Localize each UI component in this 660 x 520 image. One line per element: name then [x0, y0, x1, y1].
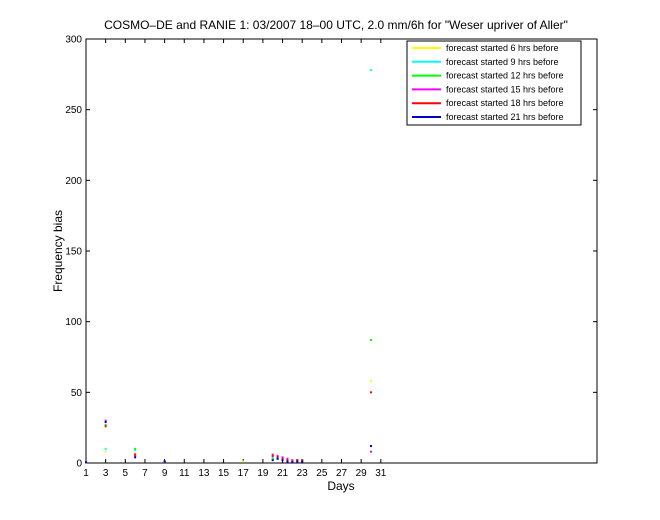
data-point	[134, 452, 137, 455]
x-tick-label: 19	[257, 468, 269, 479]
data-point	[276, 457, 279, 460]
x-tick-label: 29	[356, 468, 368, 479]
data-point	[134, 454, 137, 457]
y-tick-label: 200	[65, 176, 82, 187]
data-point	[85, 461, 87, 464]
x-tick-label: 7	[142, 468, 148, 479]
data-point	[242, 460, 245, 463]
data-point	[271, 453, 274, 456]
data-point	[301, 460, 304, 463]
data-point	[369, 391, 372, 394]
data-point	[291, 461, 294, 464]
y-tick-label: 250	[65, 105, 82, 116]
x-tick-label: 3	[103, 468, 109, 479]
data-point	[276, 454, 279, 457]
data-point	[104, 423, 107, 426]
data-point	[369, 380, 372, 383]
data-point	[296, 460, 299, 463]
data-point	[369, 445, 372, 448]
x-tick-label: 9	[162, 468, 168, 479]
legend-label: forecast started 12 hrs before	[446, 71, 564, 81]
legend-label: forecast started 21 hrs before	[446, 112, 564, 122]
x-tick-label: 21	[277, 468, 289, 479]
data-point	[291, 459, 294, 462]
data-point	[134, 449, 137, 452]
x-tick-label: 11	[179, 468, 190, 479]
data-point	[271, 457, 274, 460]
data-point	[134, 447, 137, 450]
data-point	[104, 421, 107, 424]
chart-title: COSMO–DE and RANIE 1: 03/2007 18–00 UTC,…	[104, 18, 568, 32]
data-points	[85, 69, 372, 464]
data-point	[104, 447, 107, 450]
x-tick-label: 13	[198, 468, 210, 479]
series-6	[85, 421, 372, 464]
x-tick-label: 17	[238, 468, 250, 479]
legend-box	[406, 40, 582, 126]
y-tick-label: 50	[71, 388, 83, 399]
data-point	[296, 459, 299, 462]
data-point	[134, 453, 137, 456]
y-axis: 0 50 100 150 200 250 300	[65, 35, 597, 470]
x-tick-label: 5	[123, 468, 129, 479]
y-tick-label: 0	[76, 459, 82, 470]
data-point	[286, 460, 289, 463]
data-point	[286, 459, 289, 462]
data-point	[271, 454, 274, 457]
x-tick-label: 25	[316, 468, 328, 479]
data-point	[104, 419, 107, 422]
legend-label: forecast started 9 hrs before	[446, 57, 559, 67]
y-tick-label: 100	[65, 317, 82, 328]
data-point	[281, 457, 284, 460]
x-tick-label: 15	[218, 468, 230, 479]
x-tick-label: 31	[375, 468, 387, 479]
data-point	[104, 450, 107, 453]
x-axis-label: Days	[327, 479, 354, 493]
data-point	[281, 459, 284, 462]
data-point	[276, 456, 279, 459]
data-point	[369, 339, 372, 342]
data-point	[369, 69, 372, 72]
data-point	[163, 460, 166, 463]
data-point	[369, 450, 372, 453]
x-tick-label: 27	[336, 468, 348, 479]
y-tick-label: 150	[65, 247, 82, 258]
x-tick-label: 23	[297, 468, 309, 479]
data-point	[281, 456, 284, 459]
legend-label: forecast started 15 hrs before	[446, 84, 564, 94]
legend: forecast started 6 hrs before forecast st…	[406, 40, 582, 126]
data-point	[271, 459, 274, 462]
data-point	[301, 459, 304, 462]
data-point	[134, 456, 137, 459]
data-point	[271, 456, 274, 459]
data-point	[104, 425, 107, 428]
x-tick-label: 1	[83, 468, 89, 479]
legend-label: forecast started 6 hrs before	[446, 43, 559, 53]
y-tick-label: 300	[65, 35, 82, 46]
data-point	[286, 457, 289, 460]
x-axis: 1 3 5 7 9 11 13 15 17 19 21 23 25 27 29 31	[83, 39, 387, 479]
y-axis-label: Frequency bias	[51, 210, 65, 292]
legend-label: forecast started 18 hrs before	[446, 98, 564, 108]
